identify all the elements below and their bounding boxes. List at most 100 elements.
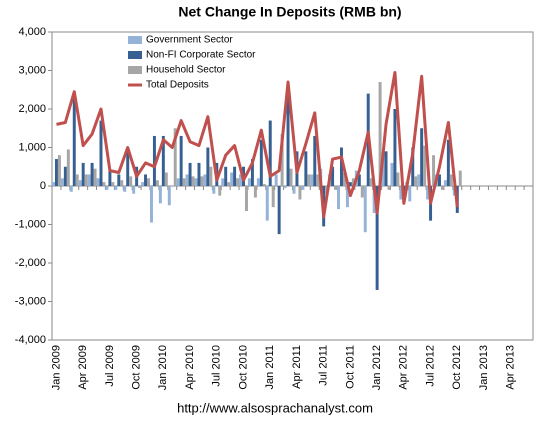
bar <box>90 162 94 186</box>
bar <box>87 174 91 186</box>
bar <box>280 134 284 186</box>
y-tick-label: 2,000 <box>18 103 46 115</box>
bar <box>176 178 180 186</box>
x-tick-label: Apr 2011 <box>291 345 303 389</box>
bar <box>387 186 391 190</box>
line <box>56 70 459 219</box>
bar <box>233 166 237 186</box>
bar <box>274 174 278 186</box>
x-tick-label: Apr 2012 <box>398 345 410 390</box>
bar <box>221 178 225 186</box>
bar <box>316 174 320 186</box>
y-tick-label: 3,000 <box>18 64 46 76</box>
x-tick-label: Oct 2011 <box>344 345 356 389</box>
bar <box>96 178 100 186</box>
bar <box>283 186 287 188</box>
bar <box>167 186 171 206</box>
x-tick-label: Oct 2009 <box>131 345 143 390</box>
bar <box>247 178 251 186</box>
bar <box>239 174 243 186</box>
bar <box>212 186 216 194</box>
bar <box>105 186 109 190</box>
bar <box>144 174 148 186</box>
bar <box>129 176 133 186</box>
x-tick-label: Jan 2010 <box>157 345 169 390</box>
bar <box>102 182 106 186</box>
x-tick-label: Oct 2010 <box>237 345 249 390</box>
bar <box>363 186 367 233</box>
bar <box>224 166 228 186</box>
bar <box>250 159 254 186</box>
x-tick-label: Jul 2010 <box>211 345 223 387</box>
bar <box>185 174 189 186</box>
bar <box>69 186 73 192</box>
y-tick-label: -4,000 <box>15 334 46 346</box>
bar <box>155 180 159 186</box>
x-tick-label: Jan 2011 <box>264 345 276 389</box>
bar <box>342 172 346 186</box>
bar <box>161 135 165 186</box>
bar <box>126 151 130 186</box>
bar <box>449 174 453 186</box>
bar <box>182 178 186 186</box>
legend-label: Total Deposits <box>146 80 209 91</box>
x-tick-label: Oct 2012 <box>451 345 463 390</box>
bar <box>164 172 168 186</box>
bar <box>72 97 76 186</box>
bar <box>277 186 281 235</box>
x-tick-label: Apr 2009 <box>77 345 89 390</box>
bar <box>334 186 338 190</box>
bar <box>411 147 415 186</box>
bar <box>194 178 198 186</box>
x-tick-label: Apr 2010 <box>184 345 196 390</box>
bar <box>206 147 210 186</box>
bar <box>114 186 118 190</box>
bar <box>390 162 394 186</box>
bar <box>446 139 450 186</box>
bar <box>384 151 388 186</box>
bar <box>414 176 418 186</box>
bar <box>268 120 272 186</box>
bar <box>351 178 355 186</box>
bar <box>375 186 379 290</box>
bar <box>60 178 64 186</box>
bar <box>301 186 305 190</box>
bar <box>423 145 427 186</box>
bar <box>399 186 403 200</box>
bar <box>378 82 382 186</box>
legend-swatch <box>128 51 142 59</box>
y-tick-label: -1,000 <box>15 218 46 230</box>
bar <box>227 182 231 186</box>
bar <box>360 186 364 198</box>
bar <box>188 162 192 186</box>
chart-title: Net Change In Deposits (RMB bn) <box>178 4 401 20</box>
x-tick-label: Jan 2013 <box>478 345 490 390</box>
legend-label: Non-FI Corporate Sector <box>146 50 256 61</box>
bar <box>440 186 444 190</box>
bar <box>357 174 361 186</box>
bar <box>54 159 58 186</box>
x-tick-label: Jul 2009 <box>104 345 116 387</box>
legend-swatch <box>128 66 142 74</box>
y-tick-label: 4,000 <box>18 26 46 38</box>
bar <box>200 176 204 186</box>
bar <box>75 174 79 186</box>
bar <box>458 170 462 186</box>
bar <box>310 174 314 186</box>
legend-label: Household Sector <box>146 65 226 76</box>
bar <box>158 186 162 204</box>
bar <box>265 186 269 221</box>
bar <box>345 186 349 208</box>
x-tick-label: Jul 2012 <box>424 345 436 387</box>
bar <box>52 182 55 186</box>
bar <box>307 174 311 186</box>
bar <box>230 172 234 186</box>
bar <box>256 178 260 186</box>
bar <box>286 97 290 186</box>
bar <box>443 180 447 186</box>
bar <box>81 162 85 186</box>
bar <box>393 109 397 186</box>
bar <box>304 151 308 186</box>
bar <box>138 186 142 188</box>
